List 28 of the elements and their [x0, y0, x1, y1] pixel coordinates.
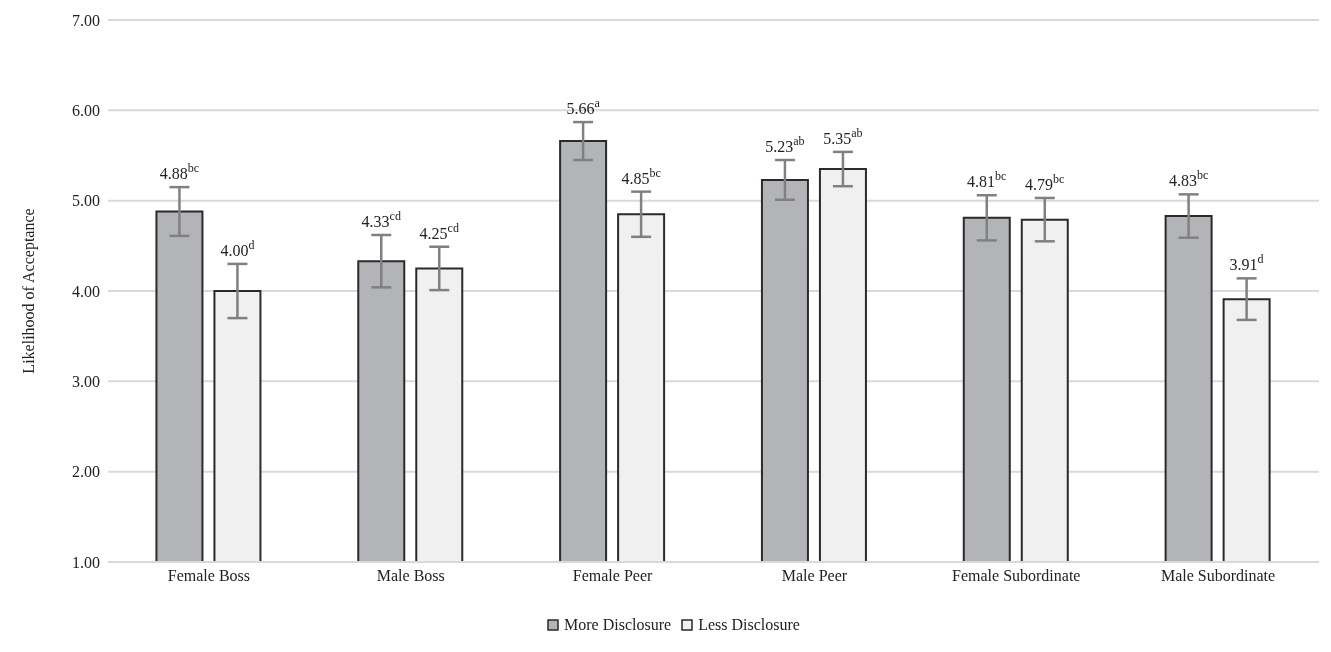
- data-label: 4.88$^{bc}$: [159, 161, 200, 183]
- data-label: 4.00$^{d}$: [220, 237, 255, 259]
- y-tick-label: 5.00: [72, 192, 100, 210]
- x-tick-label: Male Subordinate: [1160, 567, 1276, 585]
- y-tick-label: 4.00: [72, 282, 100, 300]
- data-label: 4.25$^{cd}$: [419, 220, 459, 242]
- x-tick-label: Male Boss: [376, 567, 445, 585]
- data-label: 4.79$^{bc}$: [1025, 171, 1065, 193]
- data-label: 4.33$^{cd}$: [361, 208, 401, 230]
- x-tick-label: Female Boss: [167, 567, 251, 585]
- data-label: 5.23$^{ab}$: [765, 134, 805, 156]
- x-tick-label: Female Peer: [572, 567, 654, 585]
- y-tick-label: 3.00: [72, 373, 100, 391]
- x-tick-label: Female Subordinate: [952, 567, 1081, 585]
- data-label: 3.91$^{d}$: [1229, 252, 1264, 274]
- y-axis-title: Likelihood of Acceptance: [19, 208, 38, 374]
- data-label: 4.81$^{bc}$: [967, 169, 1007, 191]
- data-label: 5.35$^{ab}$: [823, 125, 863, 147]
- x-tick-label: Male Peer: [781, 567, 848, 585]
- y-tick-label: 2.00: [72, 463, 100, 481]
- y-tick-label: 1.00: [72, 553, 100, 571]
- y-tick-label: 7.00: [72, 11, 100, 29]
- legend-label: Less Disclosure: [698, 616, 800, 634]
- y-tick-label: 6.00: [72, 102, 100, 120]
- data-label: 4.85$^{bc}$: [621, 165, 661, 187]
- legend-label: More Disclosure: [564, 616, 672, 634]
- data-label: 5.66$^{a}$: [566, 96, 601, 118]
- data-label: 4.83$^{bc}$: [1168, 168, 1209, 190]
